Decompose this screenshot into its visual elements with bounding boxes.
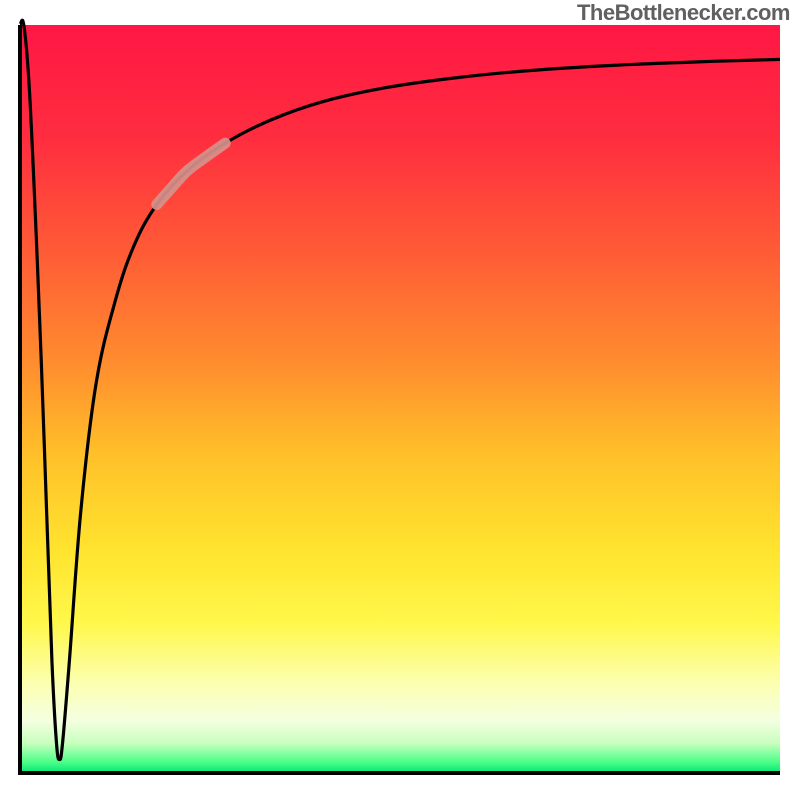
- chart-svg: [0, 0, 800, 800]
- attribution-label: TheBottlenecker.com: [577, 0, 790, 26]
- chart-background: [20, 25, 780, 773]
- bottleneck-chart: TheBottlenecker.com: [0, 0, 800, 800]
